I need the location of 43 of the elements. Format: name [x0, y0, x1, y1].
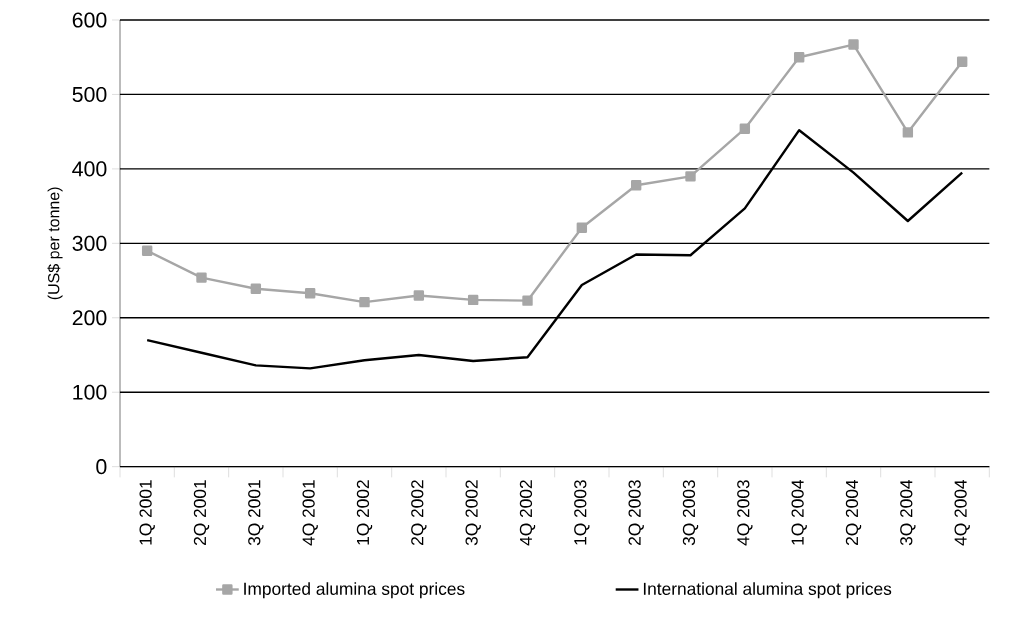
x-tick-label: 4Q 2003	[737, 480, 753, 546]
point	[848, 39, 859, 50]
x-tick-label: 4Q 2001	[302, 480, 318, 546]
point	[630, 180, 642, 191]
point	[304, 288, 316, 299]
x-tick-label: 3Q 2002	[465, 480, 481, 546]
x-tick-label: 2Q 2001	[193, 480, 210, 545]
point	[793, 52, 805, 63]
point	[413, 290, 425, 301]
point	[576, 222, 588, 233]
y-tick-label: 0	[96, 459, 107, 475]
y-tick-label: 100	[73, 384, 107, 400]
x-tick-label: 4Q 2004	[954, 479, 970, 546]
point	[739, 123, 751, 134]
y-tick-label: 500	[72, 86, 107, 102]
point	[685, 171, 696, 182]
x-tick-label: 3Q 2001	[248, 480, 264, 546]
x-tick-label: 2Q 2002	[411, 480, 427, 545]
point	[956, 56, 968, 67]
point	[359, 296, 370, 308]
point	[522, 295, 533, 306]
y-tick-label: 200	[72, 310, 107, 326]
legend-label: International alumina spot prices	[643, 582, 892, 599]
line-series	[145, 128, 964, 370]
legend-label: Imported alumina spot prices	[244, 582, 465, 599]
y-tick-label: 300	[72, 235, 107, 251]
point	[250, 283, 262, 294]
x-tick-label: 1Q 2003	[574, 480, 590, 545]
x-tick-label: 1Q 2002	[356, 480, 373, 545]
point	[196, 272, 207, 283]
x-tick-label: 3Q 2004	[900, 479, 916, 546]
point	[141, 245, 153, 256]
y-tick-label: 600	[72, 12, 107, 28]
x-tick-label: 1Q 2001	[139, 480, 155, 545]
x-tick-label: 3Q 2003	[682, 480, 699, 546]
point	[467, 294, 479, 306]
x-tick-label: 4Q 2002	[519, 480, 536, 546]
y-tick-label: 400	[72, 161, 107, 177]
y-axis-title: (US$ per tonne)	[47, 187, 63, 300]
x-tick-label: 2Q 2003	[628, 480, 644, 545]
point	[902, 127, 914, 138]
x-tick-label: 2Q 2004	[845, 479, 862, 545]
x-tick-label: 1Q 2004	[791, 479, 807, 545]
